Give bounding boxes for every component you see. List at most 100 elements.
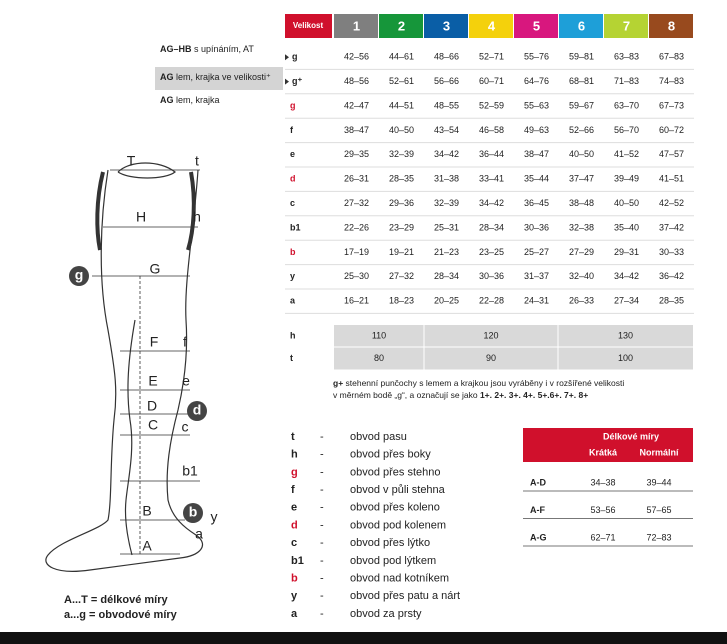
- legend-dash: -: [320, 431, 324, 443]
- note-text: stehenní punčochy s lemem a krajkou jsou…: [343, 378, 624, 388]
- legend-key: y: [291, 590, 298, 602]
- circle-icon: [187, 401, 207, 421]
- size-range: 63–83: [614, 52, 639, 62]
- size-range: 67–83: [659, 52, 684, 62]
- legend-text: obvod přes patu a nárt: [350, 590, 460, 602]
- size-range: 29–35: [344, 149, 369, 159]
- row-arrow: [285, 78, 289, 85]
- legend-key: t: [291, 431, 295, 443]
- legend-key: b1: [291, 555, 304, 567]
- legend-text: obvod přes lýtko: [350, 537, 430, 549]
- diagram-label: h: [193, 209, 201, 225]
- diagram-label: e: [182, 373, 190, 389]
- size-range: 52–59: [479, 100, 504, 110]
- legend-text: obvod nad kotníkem: [350, 573, 449, 585]
- size-range: 28–34: [434, 271, 459, 281]
- diagram-caption: A...T = délkové míry: [64, 594, 169, 606]
- size-range: 16–21: [344, 296, 369, 306]
- size-range: 20–25: [434, 296, 459, 306]
- size-range: 24–31: [524, 296, 549, 306]
- diagram-label: b1: [182, 463, 198, 479]
- size-number: 3: [443, 18, 450, 33]
- size-range: 34–42: [434, 149, 459, 159]
- size-range: 63–70: [614, 100, 639, 110]
- diagram-label: b: [189, 504, 198, 520]
- lengths-value: 39–44: [646, 477, 671, 487]
- size-header-cell: [514, 14, 558, 38]
- length-bg: [334, 347, 693, 370]
- size-range: 36–42: [659, 271, 684, 281]
- diagram-label: c: [182, 419, 189, 435]
- legend-key: h: [291, 449, 298, 461]
- size-number: 6: [578, 18, 585, 33]
- legend-dash: -: [320, 608, 324, 620]
- legend-text: obvod přes koleno: [350, 502, 440, 514]
- size-range: 42–47: [344, 100, 369, 110]
- size-range: 18–23: [389, 296, 414, 306]
- size-number: 5: [533, 18, 540, 33]
- legend-text: obvod pasu: [350, 431, 407, 443]
- size-range: 28–35: [659, 296, 684, 306]
- model-text: lem, krajka: [174, 95, 220, 105]
- size-range: 44–61: [389, 52, 414, 62]
- leg-drawing: [45, 162, 203, 572]
- size-header-cell: [334, 14, 378, 38]
- row-label: f: [290, 125, 294, 135]
- size-range: 40–50: [569, 149, 594, 159]
- diagram-label: t: [195, 153, 199, 169]
- size-header-cell: [469, 14, 513, 38]
- lengths-row-label: A-D: [530, 477, 546, 487]
- legend-dash: -: [320, 555, 324, 567]
- size-range: 44–51: [389, 100, 414, 110]
- legend-key: d: [291, 519, 298, 531]
- size-range: 55–63: [524, 100, 549, 110]
- size-range: 47–57: [659, 149, 684, 159]
- size-range: 52–66: [569, 125, 594, 135]
- row-label: b1: [290, 222, 301, 232]
- legend-text: obvod v půli stehna: [350, 484, 446, 496]
- legend-text: obvod přes boky: [350, 449, 431, 461]
- size-header-label: Velikost: [293, 21, 324, 30]
- legend-dash: -: [320, 590, 324, 602]
- diagram-label: a: [195, 526, 203, 542]
- legend-text: obvod za prsty: [350, 608, 422, 620]
- length-bg: [334, 325, 693, 347]
- size-range: 23–25: [479, 247, 504, 257]
- size-range: 17–19: [344, 247, 369, 257]
- size-range: 27–34: [614, 296, 639, 306]
- length-row-label: h: [290, 330, 296, 340]
- diagram-lines: [92, 169, 200, 555]
- model-label: AG–HB s upínáním, AT: [160, 44, 254, 54]
- size-number: 7: [623, 18, 630, 33]
- size-header-cell: [379, 14, 423, 38]
- size-range: 19–21: [389, 247, 414, 257]
- legend-dash: -: [320, 502, 324, 514]
- size-range: 27–32: [344, 198, 369, 208]
- size-range: 40–50: [389, 125, 414, 135]
- size-number: 4: [488, 18, 496, 33]
- legend-dash: -: [320, 537, 324, 549]
- lengths-row-label: A-F: [530, 505, 545, 515]
- note-text: v měrném bodě „g“, a označují se jako: [333, 390, 480, 400]
- diagram-label: C: [148, 417, 158, 433]
- diagram-label: H: [136, 209, 146, 225]
- row-label: g: [292, 52, 298, 62]
- size-range: 42–56: [344, 52, 369, 62]
- legend-key: g: [291, 466, 298, 478]
- size-range: 56–70: [614, 125, 639, 135]
- size-header-cell: [604, 14, 648, 38]
- size-range: 49–63: [524, 125, 549, 135]
- size-range: 36–45: [524, 198, 549, 208]
- diagram-caption: a...g = obvodové míry: [64, 609, 178, 621]
- note-lead: g+: [333, 378, 343, 388]
- size-range: 52–61: [389, 76, 414, 86]
- lengths-row-label: A-G: [530, 532, 547, 542]
- legend-key: b: [291, 573, 298, 585]
- diagram-label: T: [127, 153, 136, 169]
- row-label: g⁺: [292, 76, 302, 86]
- size-range: 42–52: [659, 198, 684, 208]
- size-range: 25–30: [344, 271, 369, 281]
- size-header-cell: [424, 14, 468, 38]
- lengths-value: 62–71: [590, 532, 615, 542]
- model-label: AG lem, krajka ve velikosti⁺: [160, 72, 271, 82]
